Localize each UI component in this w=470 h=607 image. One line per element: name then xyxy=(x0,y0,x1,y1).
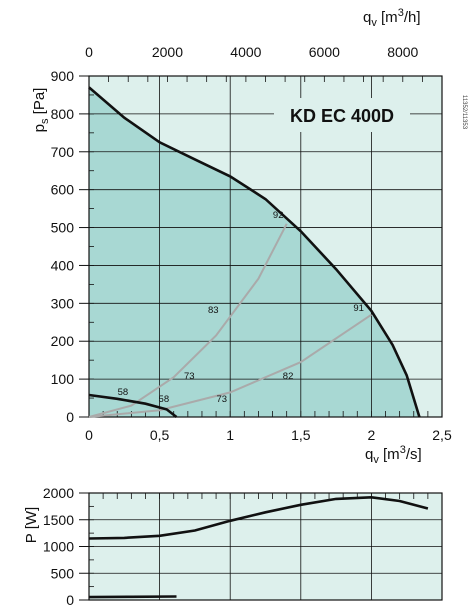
power-y-tick-label: 500 xyxy=(51,565,75,581)
x2-tick-label: 6000 xyxy=(309,44,340,60)
x2-tick-label: 0 xyxy=(85,44,93,60)
y-tick-label: 500 xyxy=(51,220,75,236)
y-tick-label: 700 xyxy=(51,144,75,160)
model-label-background xyxy=(274,98,410,132)
x2-tick-label: 4000 xyxy=(230,44,261,60)
efficiency-label: 82 xyxy=(283,371,294,382)
efficiency-label: 92 xyxy=(273,210,284,221)
x2-axis-label: qv [m3/h] xyxy=(363,7,421,29)
x-tick-label: 2 xyxy=(368,427,376,443)
y-tick-label: 900 xyxy=(51,68,75,84)
power-y-axis-label: P [W] xyxy=(23,507,40,543)
power-curve-min xyxy=(88,595,177,599)
operating-area xyxy=(89,87,420,418)
y-tick-label: 200 xyxy=(51,333,75,349)
power-y-tick-label: 1000 xyxy=(43,539,74,555)
power-y-tick-label: 1500 xyxy=(43,512,74,528)
fan-curve-max xyxy=(88,86,421,418)
efficiency-label: 58 xyxy=(118,387,129,398)
x2-tick-label: 8000 xyxy=(387,44,418,60)
efficiency-label: 58 xyxy=(159,394,170,405)
fan-curve-min xyxy=(88,393,178,419)
y-tick-label: 800 xyxy=(51,106,75,122)
x-tick-label: 2,5 xyxy=(432,427,452,443)
reference-number: 11352/11353 xyxy=(461,95,467,130)
x-tick-label: 1,5 xyxy=(291,427,311,443)
model-label: KD EC 400D xyxy=(290,106,394,126)
y-tick-label: 0 xyxy=(66,409,74,425)
power-y-tick-label: 0 xyxy=(66,592,74,607)
x-tick-label: 0,5 xyxy=(150,427,170,443)
x-tick-label: 0 xyxy=(85,427,93,443)
efficiency-curve-steep xyxy=(88,223,288,418)
power-curve-max xyxy=(88,495,429,540)
efficiency-label: 83 xyxy=(208,305,219,316)
efficiency-label: 73 xyxy=(184,371,195,382)
efficiency-label: 73 xyxy=(216,394,227,405)
x-tick-label: 1 xyxy=(226,427,234,443)
y-tick-label: 300 xyxy=(51,295,75,311)
x-axis-label: qv [m3/s] xyxy=(365,444,422,466)
y-tick-label: 600 xyxy=(51,182,75,198)
efficiency-curve-flat xyxy=(88,313,372,418)
efficiency-label: 91 xyxy=(353,303,364,314)
y-tick-label: 400 xyxy=(51,257,75,273)
y-axis-label: ps [Pa] xyxy=(31,88,51,133)
power-y-tick-label: 2000 xyxy=(43,485,74,501)
y-tick-label: 100 xyxy=(51,371,75,387)
x2-tick-label: 2000 xyxy=(152,44,183,60)
